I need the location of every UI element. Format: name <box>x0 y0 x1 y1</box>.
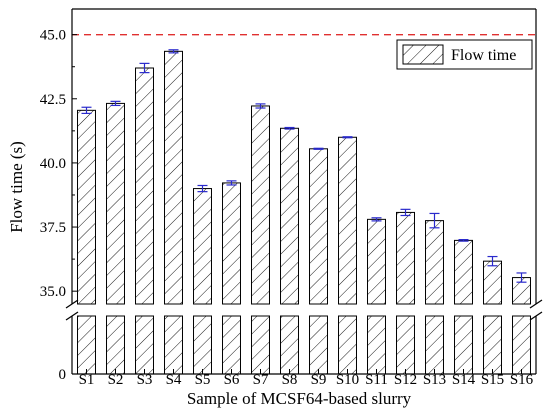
bar-lower-segment <box>280 315 299 375</box>
error-bar <box>255 103 266 109</box>
error-bar <box>81 106 92 115</box>
x-tick-label: S1 <box>79 372 95 388</box>
y-tick-label: 40.0 <box>40 156 66 172</box>
bar-lower-segment <box>135 315 154 375</box>
error-bar <box>429 212 440 229</box>
bar-lower-segment <box>512 315 531 375</box>
bar <box>251 105 270 305</box>
x-tick-label: S13 <box>423 372 446 388</box>
error-bar <box>110 100 121 107</box>
bar-lower-segment <box>425 315 444 375</box>
error-bar <box>313 147 324 150</box>
y-axis-title: Flow time (s) <box>7 141 26 233</box>
bar <box>193 188 212 305</box>
x-tick-label: S4 <box>166 372 182 388</box>
bar-lower-segment <box>193 315 212 375</box>
x-tick-label: S16 <box>510 372 534 388</box>
y-tick-label: 37.5 <box>40 220 66 236</box>
x-tick-label: S12 <box>394 372 417 388</box>
axis-break-mark <box>529 299 543 309</box>
x-tick-label: S5 <box>195 372 211 388</box>
legend: Flow time <box>396 39 533 70</box>
error-bar <box>139 62 150 74</box>
error-bar <box>371 217 382 222</box>
error-bar <box>284 126 295 130</box>
y-tick-label: 35.0 <box>40 284 66 300</box>
bar <box>309 148 328 305</box>
y-tick-label: 0 <box>59 367 67 383</box>
x-tick-label: S2 <box>108 372 124 388</box>
bar-lower-segment <box>309 315 328 375</box>
bar <box>280 127 299 305</box>
x-tick-label: S11 <box>365 372 388 388</box>
bar-lower-segment <box>483 315 502 375</box>
bar <box>77 109 96 305</box>
bar-lower-segment <box>454 315 473 375</box>
bar <box>367 218 386 305</box>
bar-lower-segment <box>106 315 125 375</box>
axis-break-mark <box>65 311 79 321</box>
x-tick-label: S9 <box>311 372 327 388</box>
legend-swatch <box>402 44 444 65</box>
bar-lower-segment <box>251 315 270 375</box>
bar-lower-segment <box>338 315 357 375</box>
error-bar <box>168 49 179 54</box>
bar <box>454 239 473 305</box>
x-tick-label: S3 <box>137 372 153 388</box>
error-bar <box>342 136 353 139</box>
bar-lower-segment <box>222 315 241 375</box>
bar-lower-segment <box>164 315 183 375</box>
bar-lower-segment <box>367 315 386 375</box>
error-bar <box>516 272 527 283</box>
error-bar <box>197 184 208 193</box>
bar <box>425 220 444 305</box>
plot-area: S1 S2 S3 S4 S5 S6 S7 S8 S9 S10 S11 S12 S13 S14 S15 S16 0… <box>40 8 543 388</box>
x-tick-label: S15 <box>481 372 504 388</box>
bar <box>483 260 502 305</box>
error-bar <box>487 255 498 267</box>
axis-break-mark <box>529 311 543 321</box>
x-tick-label: S8 <box>282 372 298 388</box>
x-tick-label: S14 <box>452 372 476 388</box>
x-tick-label: S10 <box>336 372 359 388</box>
x-axis-title: Sample of MCSF64-based slurry <box>187 389 412 408</box>
x-tick-label: S7 <box>253 372 269 388</box>
bar <box>164 50 183 305</box>
y-tick-label: 45.0 <box>40 28 66 44</box>
legend-label: Flow time <box>451 47 516 64</box>
bar <box>106 102 125 305</box>
error-bar <box>226 180 237 186</box>
bar <box>222 182 241 305</box>
error-bar <box>458 239 469 242</box>
axis-break-mark <box>65 299 79 309</box>
error-bar <box>400 208 411 217</box>
bar <box>135 67 154 305</box>
x-tick-label: S6 <box>224 372 240 388</box>
bar-lower-segment <box>77 315 96 375</box>
bar <box>338 136 357 305</box>
y-tick-label: 42.5 <box>40 92 66 108</box>
bar-lower-segment <box>396 315 415 375</box>
bar <box>396 211 415 305</box>
